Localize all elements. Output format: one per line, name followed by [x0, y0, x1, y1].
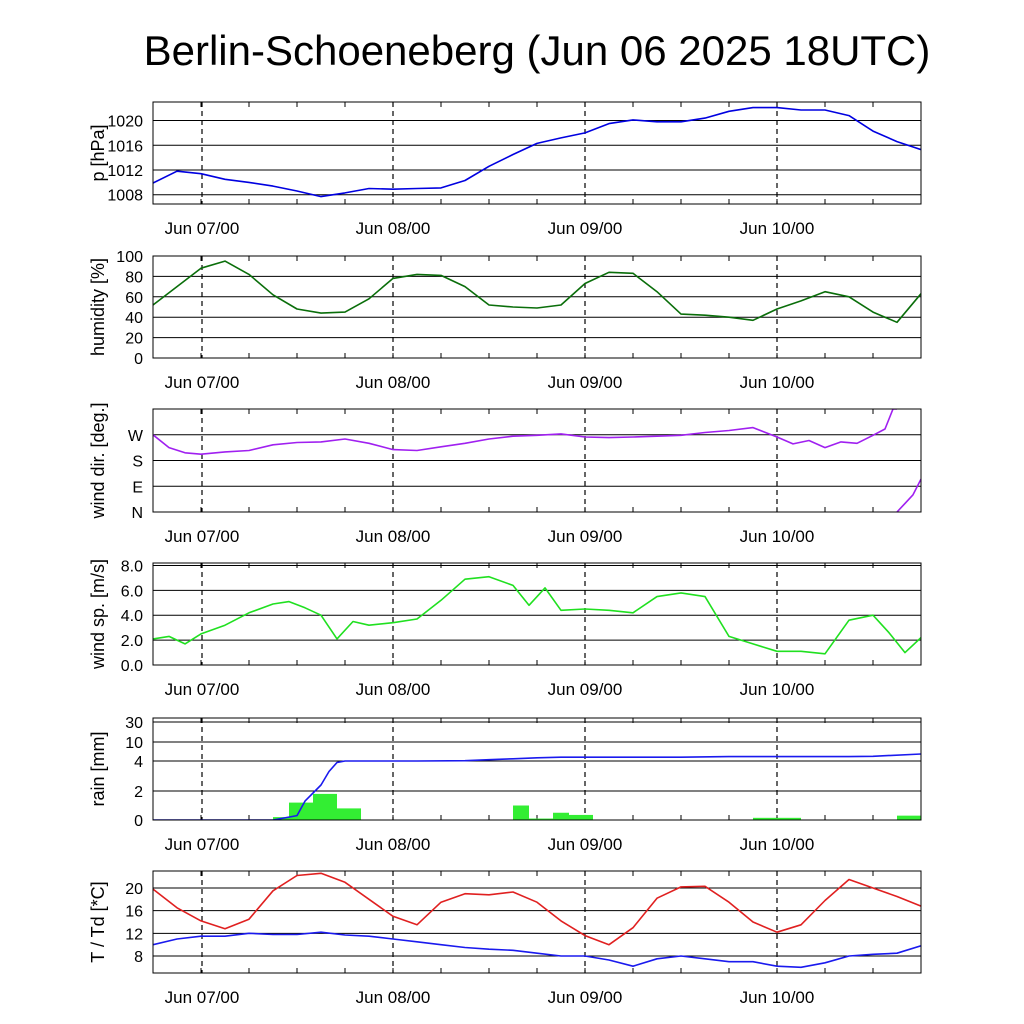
- x-tick-label: Jun 10/00: [740, 988, 815, 1007]
- x-tick-label: Jun 09/00: [548, 680, 623, 699]
- rain-bar: [753, 817, 801, 820]
- panel-4: 0.0 2.0 4.0 6.0 8.0 wind sp. [m/s] Jun 07/00 Ju…: [88, 558, 922, 699]
- plot-frame: [152, 562, 922, 666]
- y-tick-label: 2.0: [121, 633, 143, 650]
- y-tick-label: 1020: [107, 114, 143, 131]
- plot-frame: [152, 408, 922, 513]
- x-tick-label: Jun 09/00: [548, 835, 623, 854]
- y-tick-label: 4: [134, 754, 143, 771]
- y-tick-label: 40: [125, 310, 143, 327]
- y-tick-label: 100: [116, 249, 143, 266]
- x-tick-label: Jun 08/00: [356, 988, 431, 1007]
- x-tick-label: Jun 08/00: [356, 527, 431, 546]
- y-axis-label: T / Td [*C]: [88, 881, 108, 962]
- x-tick-label: Jun 09/00: [548, 527, 623, 546]
- y-tick-label: 20: [125, 331, 143, 348]
- y-tick-label: 8.0: [121, 558, 143, 575]
- x-tick-label: Jun 10/00: [740, 680, 815, 699]
- x-tick-label: Jun 09/00: [548, 219, 623, 238]
- y-tick-label: 0.0: [121, 658, 143, 675]
- y-tick-label: W: [128, 428, 144, 445]
- x-tick-label: Jun 10/00: [740, 373, 815, 392]
- panel-2: 0 20 40 60 80 100 humidity [%] Jun 07/00 Jun 08/…: [88, 249, 922, 392]
- plot-frame: [152, 101, 922, 205]
- x-tick-label: Jun 07/00: [165, 373, 240, 392]
- panel-6: 8 12 16 20 T / Td [*C] Jun 07/00 Jun 08/00 Jun …: [88, 870, 922, 1007]
- x-tick-label: Jun 08/00: [356, 219, 431, 238]
- x-tick-label: Jun 08/00: [356, 680, 431, 699]
- y-tick-label: 30: [125, 715, 143, 732]
- y-tick-label: N: [131, 505, 143, 522]
- x-tick-label: Jun 07/00: [165, 988, 240, 1007]
- rain-bar: [553, 812, 569, 820]
- rain-bar: [337, 808, 361, 820]
- rain-bar: [289, 802, 313, 820]
- y-tick-label: 2: [134, 784, 143, 801]
- y-axis-label: wind sp. [m/s]: [88, 559, 108, 670]
- x-tick-label: Jun 10/00: [740, 835, 815, 854]
- series-line-1: [153, 409, 897, 455]
- chart-title: Berlin-Schoeneberg (Jun 06 2025 18UTC): [143, 27, 931, 74]
- x-tick-label: Jun 09/00: [548, 988, 623, 1007]
- y-tick-label: 10: [125, 735, 143, 752]
- series-line-1: [153, 260, 921, 324]
- x-tick-label: Jun 10/00: [740, 219, 815, 238]
- y-tick-label: 6.0: [121, 583, 143, 600]
- x-tick-label: Jun 09/00: [548, 373, 623, 392]
- y-tick-label: E: [132, 479, 143, 496]
- y-tick-label: 20: [125, 881, 143, 898]
- y-axis-label: humidity [%]: [88, 258, 108, 356]
- y-tick-label: 60: [125, 290, 143, 307]
- y-tick-label: 1012: [107, 163, 143, 180]
- series-line-1: [153, 753, 921, 820]
- y-tick-label: 16: [125, 904, 143, 921]
- series-line-2: [153, 931, 921, 969]
- panel-5: 0 2 4 10 30 rain [mm] Jun 07/00 Jun 08/00 Jun 09…: [88, 715, 922, 854]
- y-tick-label: 1016: [107, 138, 143, 155]
- x-tick-label: Jun 07/00: [165, 835, 240, 854]
- y-tick-label: 8: [134, 949, 143, 966]
- series-line-1: [153, 575, 921, 655]
- series-line-1: [153, 872, 921, 946]
- x-tick-label: Jun 10/00: [740, 527, 815, 546]
- y-tick-label: 1008: [107, 188, 143, 205]
- x-tick-label: Jun 07/00: [165, 527, 240, 546]
- plot-frame: [152, 717, 922, 821]
- rain-bar: [529, 818, 553, 820]
- y-axis-label: wind dir. [deg.]: [88, 402, 108, 519]
- plot-frame: [152, 255, 922, 359]
- y-tick-label: S: [132, 454, 143, 471]
- series-line-2: [896, 478, 921, 512]
- plot-frame: [152, 870, 922, 974]
- x-tick-label: Jun 08/00: [356, 373, 431, 392]
- y-axis-label: rain [mm]: [88, 731, 108, 806]
- x-tick-label: Jun 07/00: [165, 680, 240, 699]
- rain-bar: [569, 814, 593, 820]
- y-tick-label: 0: [134, 813, 143, 830]
- rain-bar: [513, 805, 529, 820]
- rain-bar: [313, 793, 337, 820]
- y-axis-label: p [hPa]: [88, 124, 108, 181]
- y-tick-label: 12: [125, 926, 143, 943]
- x-tick-label: Jun 08/00: [356, 835, 431, 854]
- y-tick-label: 80: [125, 269, 143, 286]
- x-tick-label: Jun 07/00: [165, 219, 240, 238]
- y-tick-label: 4.0: [121, 608, 143, 625]
- rain-bar: [897, 815, 921, 820]
- series-line-1: [153, 106, 921, 198]
- y-tick-label: 0: [134, 351, 143, 368]
